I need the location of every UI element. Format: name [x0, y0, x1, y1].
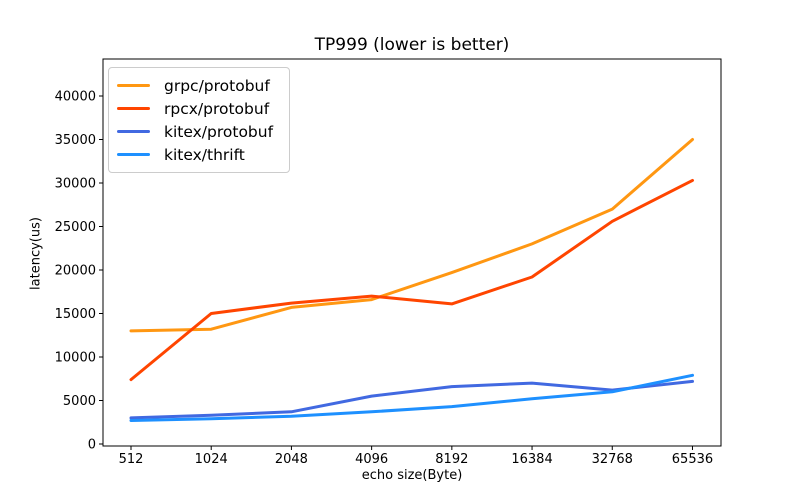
series-line-kitex-thrift: [129, 373, 694, 422]
legend-label: kitex/thrift: [164, 145, 245, 164]
x-tick-label: 1024: [195, 452, 228, 467]
y-tick-label: 25000: [55, 220, 96, 235]
x-tick-label: 16384: [511, 452, 552, 467]
legend: grpc/protobuf rpcx/protobuf kitex/protobuf…: [108, 67, 290, 173]
legend-item: kitex/protobuf: [117, 120, 289, 143]
legend-label: rpcx/protobuf: [164, 99, 270, 118]
legend-line-swatch: [117, 107, 150, 110]
x-tick-label: 8192: [435, 452, 468, 467]
x-tick-label: 32768: [592, 452, 633, 467]
legend-label: grpc/protobuf: [164, 76, 270, 95]
chart-title: TP999 (lower is better): [314, 35, 510, 55]
x-tick-label: 65536: [672, 452, 713, 467]
x-tick-label: 4096: [355, 452, 388, 467]
legend-item: kitex/thrift: [117, 143, 289, 166]
y-axis-label: latency(us): [28, 217, 44, 290]
x-tick-label: 512: [119, 452, 144, 467]
series-line-kitex-protobuf: [129, 379, 694, 420]
series-line-rpcx-protobuf: [129, 178, 694, 382]
y-tick-label: 30000: [55, 177, 96, 192]
y-tick-label: 40000: [55, 90, 96, 105]
y-tick-label: 0: [88, 438, 96, 453]
series-line-grpc-protobuf: [129, 138, 694, 333]
legend-label: kitex/protobuf: [164, 122, 274, 141]
y-tick-label: 5000: [63, 394, 96, 409]
legend-line-swatch: [117, 130, 150, 133]
legend-item: grpc/protobuf: [117, 74, 289, 97]
y-tick-label: 35000: [55, 133, 96, 148]
axes-frame: [102, 58, 722, 447]
y-tick-label: 20000: [55, 264, 96, 279]
legend-item: rpcx/protobuf: [117, 97, 289, 120]
legend-line-swatch: [117, 84, 150, 87]
y-tick-label: 10000: [55, 351, 96, 366]
x-axis-label: echo size(Byte): [361, 468, 463, 483]
y-tick-label: 15000: [55, 307, 96, 322]
x-tick-label: 2048: [275, 452, 308, 467]
legend-line-swatch: [117, 153, 150, 156]
